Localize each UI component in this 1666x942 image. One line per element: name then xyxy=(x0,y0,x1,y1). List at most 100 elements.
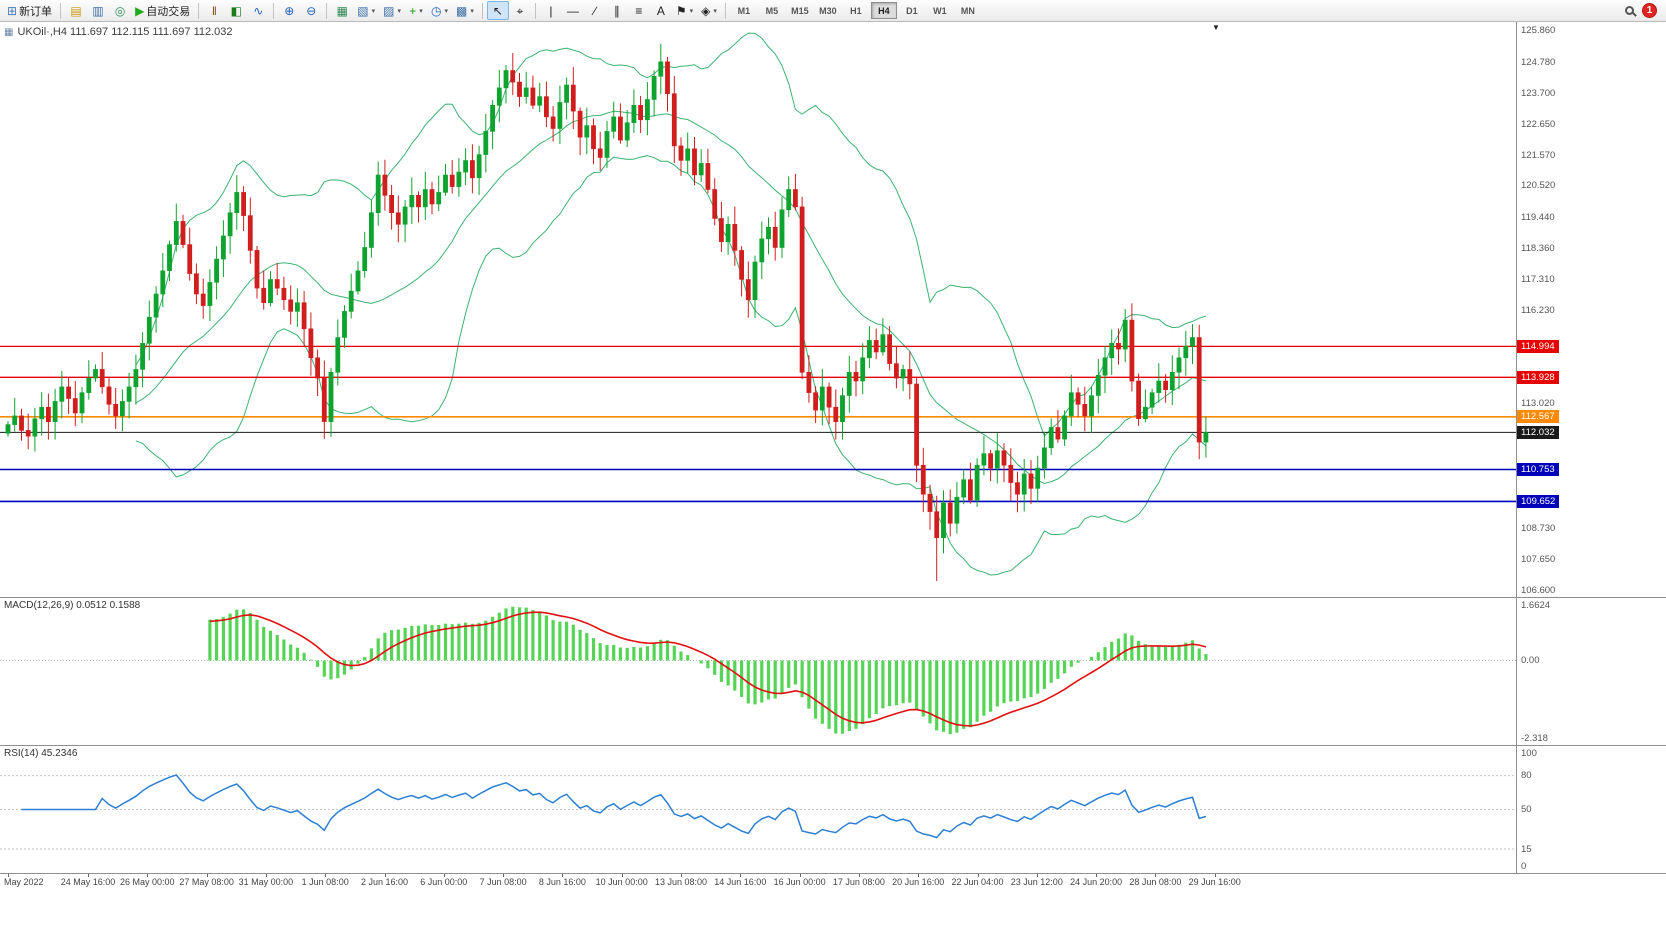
macd-panel[interactable] xyxy=(0,598,1516,745)
text-button[interactable]: A xyxy=(650,1,672,20)
toolbar-separator xyxy=(273,2,275,19)
price-level-badge: 110.753 xyxy=(1517,462,1559,476)
toolbar: ⊞ 新订单 ▤ ▥ ◎ ▶ 自动交易 ‖ ◧ ∿ ⊕ ⊖ ▦ ▧ ▾ ▨ ▾ + ▾ ◷ ▾ ▩ ▾ ↖ ⌖ | — ∕ ∥ ≡ A ⚑ ▾ ◈ ▾… xyxy=(0,0,1666,22)
auto-trading-button[interactable]: ▶ 自动交易 xyxy=(131,1,194,20)
new-chart-icon: ▧ xyxy=(357,3,369,18)
zoom-out-button[interactable]: ⊖ xyxy=(300,1,322,20)
time-axis-label: 31 May 00:00 xyxy=(238,877,294,887)
navigator-button[interactable]: ◎ xyxy=(109,1,131,20)
time-axis-label: May 2022 xyxy=(4,877,44,887)
tile-windows-button[interactable]: ▦ xyxy=(331,1,353,20)
cursor-icon: ↖ xyxy=(492,3,503,18)
dropdown-arrow-icon[interactable]: ▾ xyxy=(419,7,423,15)
crosshair-button[interactable]: ⌖ xyxy=(509,1,531,20)
dropdown-arrow-icon[interactable]: ▾ xyxy=(444,7,449,15)
rsi-axis-label: 0 xyxy=(1521,860,1527,872)
macd-label: MACD(12,26,9) 0.0512 0.1588 xyxy=(4,600,140,611)
rsi-axis-label: 80 xyxy=(1521,770,1532,782)
chart-profiles-button[interactable]: ▨ ▾ xyxy=(379,1,405,20)
timeframe-H4[interactable]: H4 xyxy=(870,2,897,19)
macd-name: MACD(12,26,9) xyxy=(4,600,74,611)
time-axis-tick xyxy=(443,874,445,877)
timeframe-D1[interactable]: D1 xyxy=(906,5,918,16)
toolbar-separator xyxy=(481,2,483,19)
timeframe-W1[interactable]: W1 xyxy=(933,5,947,16)
charts-button[interactable]: ▤ xyxy=(65,1,87,20)
arrows-button[interactable]: ⚑ ▾ xyxy=(672,1,697,20)
indicators-button[interactable]: + ▾ xyxy=(405,1,427,20)
cursor-button[interactable]: ↖ xyxy=(486,1,509,20)
timeframe-M1[interactable]: M1 xyxy=(737,5,751,16)
time-axis-tick xyxy=(1214,874,1216,877)
charts-icon: ▤ xyxy=(70,3,82,18)
time-axis-tick xyxy=(325,874,327,877)
time-axis-tick xyxy=(562,874,564,877)
price-axis-label: 113.020 xyxy=(1521,398,1555,410)
new-order-button[interactable]: ⊞ 新订单 xyxy=(3,1,56,20)
time-axis-tick xyxy=(88,874,89,877)
dropdown-arrow-icon[interactable]: ▾ xyxy=(713,7,717,15)
shapes-icon: ◈ xyxy=(701,3,711,18)
time-axis-label: 26 May 00:00 xyxy=(120,877,175,887)
periods-button[interactable]: ◷ ▾ xyxy=(427,1,452,20)
line-chart-button[interactable]: ∿ xyxy=(247,1,269,20)
dropdown-arrow-icon[interactable]: ▾ xyxy=(689,7,694,15)
price-level-badge: 112.567 xyxy=(1517,410,1559,424)
zoom-out-icon: ⊖ xyxy=(306,3,317,18)
templates-button[interactable]: ▩ ▾ xyxy=(452,1,478,20)
timeframe-M15[interactable]: M15 xyxy=(791,5,809,16)
timeframe-H1[interactable]: H1 xyxy=(850,5,862,16)
main-chart-plot[interactable] xyxy=(0,22,1516,597)
macd-values: 0.0512 0.1588 xyxy=(76,600,141,611)
bar-chart-button[interactable]: ‖ xyxy=(203,1,225,20)
price-axis-label: 117.310 xyxy=(1521,273,1555,285)
vertical-line-button[interactable]: | xyxy=(540,1,562,20)
auto-trading-icon: ▶ xyxy=(135,3,145,18)
zoom-in-button[interactable]: ⊕ xyxy=(278,1,300,20)
time-axis-label: 24 May 16:00 xyxy=(60,877,116,887)
panel-divider[interactable] xyxy=(0,873,1666,874)
price-axis-label: 106.600 xyxy=(1521,584,1556,596)
panel-divider[interactable] xyxy=(0,745,1666,746)
panel-divider[interactable] xyxy=(0,597,1666,598)
time-axis-tick xyxy=(918,874,920,877)
price-level-badge: 114.994 xyxy=(1517,339,1559,353)
arrows-icon: ⚑ xyxy=(675,3,687,18)
time-axis-tick xyxy=(1096,874,1098,877)
new-chart-button[interactable]: ▧ ▾ xyxy=(353,1,379,20)
notification-badge[interactable]: 1 xyxy=(1642,3,1657,18)
candlestick-chart-button[interactable]: ◧ xyxy=(225,1,247,20)
price-axis[interactable] xyxy=(1516,22,1517,874)
rsi-panel[interactable] xyxy=(0,746,1516,873)
trendline-icon: ∕ xyxy=(593,3,596,18)
market-watch-button[interactable]: ▥ xyxy=(87,1,109,20)
toolbar-separator xyxy=(724,2,726,19)
price-axis-label: 119.440 xyxy=(1521,211,1555,223)
equidistant-channel-button[interactable]: ∥ xyxy=(606,1,628,20)
time-axis-tick xyxy=(977,874,979,877)
chart-profiles-icon: ▨ xyxy=(383,3,395,18)
shapes-button[interactable]: ◈ ▾ xyxy=(697,1,721,20)
time-axis-label: 28 Jun 08:00 xyxy=(1129,877,1182,887)
search-icon[interactable] xyxy=(1625,6,1634,15)
timeframe-M30[interactable]: M30 xyxy=(819,5,837,16)
dropdown-arrow-icon[interactable]: ▾ xyxy=(470,7,474,15)
time-axis-tick xyxy=(206,874,208,877)
dropdown-arrow-icon[interactable]: ▾ xyxy=(371,7,376,15)
time-axis-label: 20 Jun 16:00 xyxy=(892,877,945,887)
dropdown-arrow-icon[interactable]: ▾ xyxy=(397,7,402,15)
horizontal-line-button[interactable]: — xyxy=(562,1,584,20)
fibonacci-button[interactable]: ≡ xyxy=(628,1,650,20)
periods-icon: ◷ xyxy=(431,3,442,18)
time-axis-tick xyxy=(1036,874,1038,877)
timeframe-MN[interactable]: MN xyxy=(960,5,975,16)
timeframe-M5[interactable]: M5 xyxy=(765,5,779,16)
trendline-button[interactable]: ∕ xyxy=(584,1,606,20)
time-axis-label: 29 Jun 16:00 xyxy=(1188,877,1241,887)
chart-shift-marker[interactable]: ▼ xyxy=(1212,23,1220,32)
toolbar-separator xyxy=(534,2,536,19)
toolbar-separator xyxy=(326,2,328,19)
time-axis[interactable]: May 2022 24 May 16:00 26 May 00:00 27 May 0… xyxy=(0,874,1516,892)
time-axis-label: 24 Jun 20:00 xyxy=(1070,877,1123,887)
rsi-name: RSI(14) xyxy=(4,748,39,759)
